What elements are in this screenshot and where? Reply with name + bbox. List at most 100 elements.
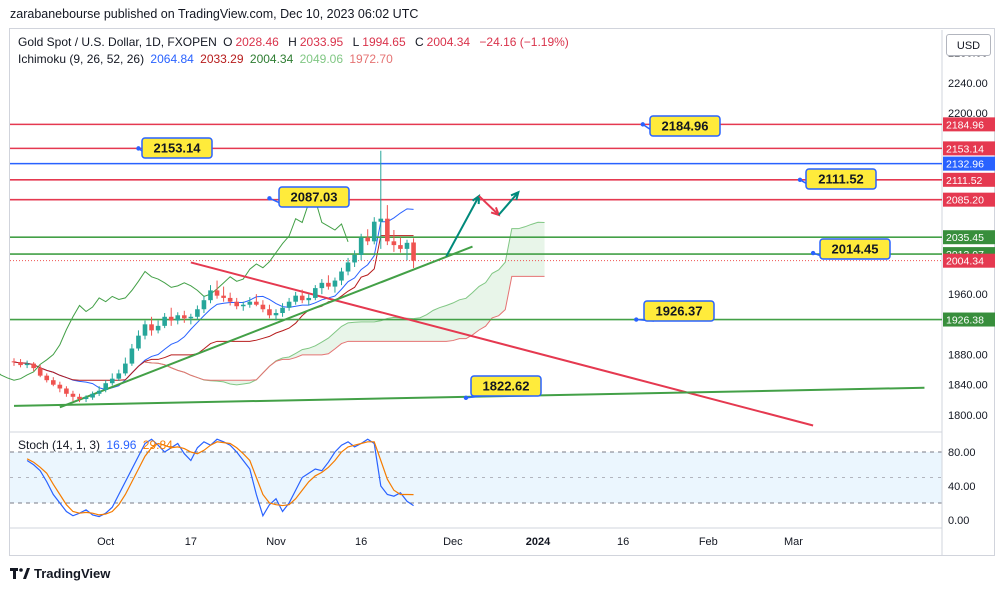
callout-anchor-2111.52	[797, 177, 803, 182]
candle-body	[240, 304, 246, 307]
candle-body	[168, 316, 174, 321]
stoch-title[interactable]: Stoch (14, 1, 3)	[18, 438, 101, 452]
price-label-2035.45: 2035.45	[946, 232, 984, 244]
stoch-k-line	[26, 438, 414, 518]
ichimoku-conversion: 2064.84	[150, 52, 194, 66]
callout-text-2153.14: 2153.14	[154, 141, 202, 156]
candle-body	[208, 290, 213, 301]
trendline-0	[190, 261, 814, 427]
candle-body	[11, 361, 17, 363]
ichimoku-span-a: 2049.06	[299, 52, 344, 66]
x-tick-16: 16	[617, 536, 629, 548]
tradingview-logo-icon	[10, 567, 30, 579]
price-change: −24.16 (−1.19%)	[479, 35, 569, 49]
projection-arrow-0	[445, 195, 480, 257]
price-label-2004.34: 2004.34	[946, 256, 984, 268]
ohlc-open: O 2028.46	[223, 35, 279, 49]
y-tick-2200.00: 2200.00	[948, 108, 988, 120]
candle-body	[188, 316, 194, 319]
candle-body	[267, 309, 272, 316]
ichimoku-lagging: 2004.34	[249, 52, 294, 66]
callout-text-2087.03: 2087.03	[291, 190, 338, 205]
candle-body	[116, 373, 122, 379]
callout-anchor-2184.96	[640, 122, 645, 127]
stoch-tick-40.00: 40.00	[948, 481, 976, 493]
price-label-bg	[943, 172, 995, 187]
candle-body	[306, 297, 312, 301]
candle-body	[162, 316, 167, 326]
callout-box-1926.37	[643, 300, 715, 322]
x-tick-Dec: Dec	[443, 536, 463, 548]
price-label-bg	[943, 312, 995, 327]
x-tick-Mar: Mar	[784, 536, 803, 548]
price-label-1926.38: 1926.38	[946, 315, 984, 327]
callout-anchor-1822.62	[463, 395, 469, 401]
candle-body	[77, 396, 82, 400]
ichimoku-span-b-line	[144, 275, 545, 381]
candle-body	[391, 241, 397, 246]
stoch-k-value: 16.96	[106, 438, 137, 452]
ichimoku-base-line	[13, 235, 414, 381]
candle-body	[214, 290, 220, 296]
candle-body	[175, 315, 181, 321]
ichimoku-span-a-line	[144, 221, 545, 386]
price-label-bg	[943, 253, 995, 268]
candle-body	[227, 297, 233, 302]
stoch-legend: Stoch (14, 1, 3) 16.96 29.84	[18, 438, 176, 452]
price-label-bg	[943, 117, 995, 132]
price-label-2111.52: 2111.52	[946, 175, 983, 187]
candle-body	[103, 383, 108, 390]
ichimoku-lagging-line	[0, 199, 349, 381]
price-label-bg	[943, 230, 995, 245]
callout-box-1822.62	[470, 375, 542, 397]
x-tick-Feb: Feb	[699, 536, 718, 548]
publish-info: zarabanebourse published on TradingView.…	[10, 7, 419, 21]
price-label-bg	[943, 141, 995, 156]
candle-body	[378, 218, 384, 222]
candle-body	[201, 300, 207, 310]
ichimoku-conversion-line	[13, 208, 414, 391]
candle-body	[83, 397, 89, 400]
candle-body	[293, 295, 298, 302]
ichimoku-legend: Ichimoku (9, 26, 52, 26) 2064.84 2033.29…	[18, 52, 396, 66]
candle-body	[70, 393, 76, 397]
trendline-1	[59, 245, 473, 409]
candle-body	[96, 390, 102, 394]
callout-box-2184.96	[649, 115, 721, 137]
candle-body	[273, 313, 279, 316]
ichimoku-title[interactable]: Ichimoku (9, 26, 52, 26)	[18, 52, 145, 66]
candle-body	[234, 301, 239, 307]
x-tick-16: 16	[355, 536, 367, 548]
ichimoku-base: 2033.29	[200, 52, 244, 66]
candle-body	[247, 301, 253, 305]
candle-body	[221, 295, 226, 298]
candle-body	[142, 324, 148, 336]
y-tick-1960.00: 1960.00	[948, 289, 988, 301]
ichimoku-cloud	[145, 222, 545, 385]
candle-body	[57, 384, 63, 389]
callout-text-1926.37: 1926.37	[656, 304, 703, 319]
chart-frame	[9, 28, 995, 556]
candle-body	[155, 325, 161, 331]
x-tick-Nov: Nov	[266, 536, 286, 548]
x-tick-2024: 2024	[526, 536, 551, 548]
candle-body	[332, 280, 338, 287]
projection-arrowhead-2	[510, 190, 520, 201]
callout-text-1822.62: 1822.62	[483, 379, 530, 394]
price-label-2085.20: 2085.20	[946, 195, 984, 207]
callout-anchor-2087.03	[267, 196, 272, 201]
currency-button[interactable]: USD	[946, 34, 991, 56]
projection-arrow-2	[497, 191, 520, 216]
price-label-bg	[943, 156, 995, 171]
candle-body	[280, 307, 285, 314]
price-label-bg	[943, 192, 995, 207]
x-tick-17: 17	[185, 536, 197, 548]
candle-body	[326, 282, 331, 287]
symbol-title[interactable]: Gold Spot / U.S. Dollar, 1D, FXOPEN	[18, 35, 217, 49]
candle-body	[136, 335, 141, 349]
candle-body	[260, 304, 266, 310]
candle-body	[345, 262, 351, 272]
candle-body	[365, 237, 370, 242]
candle-body	[371, 221, 377, 242]
